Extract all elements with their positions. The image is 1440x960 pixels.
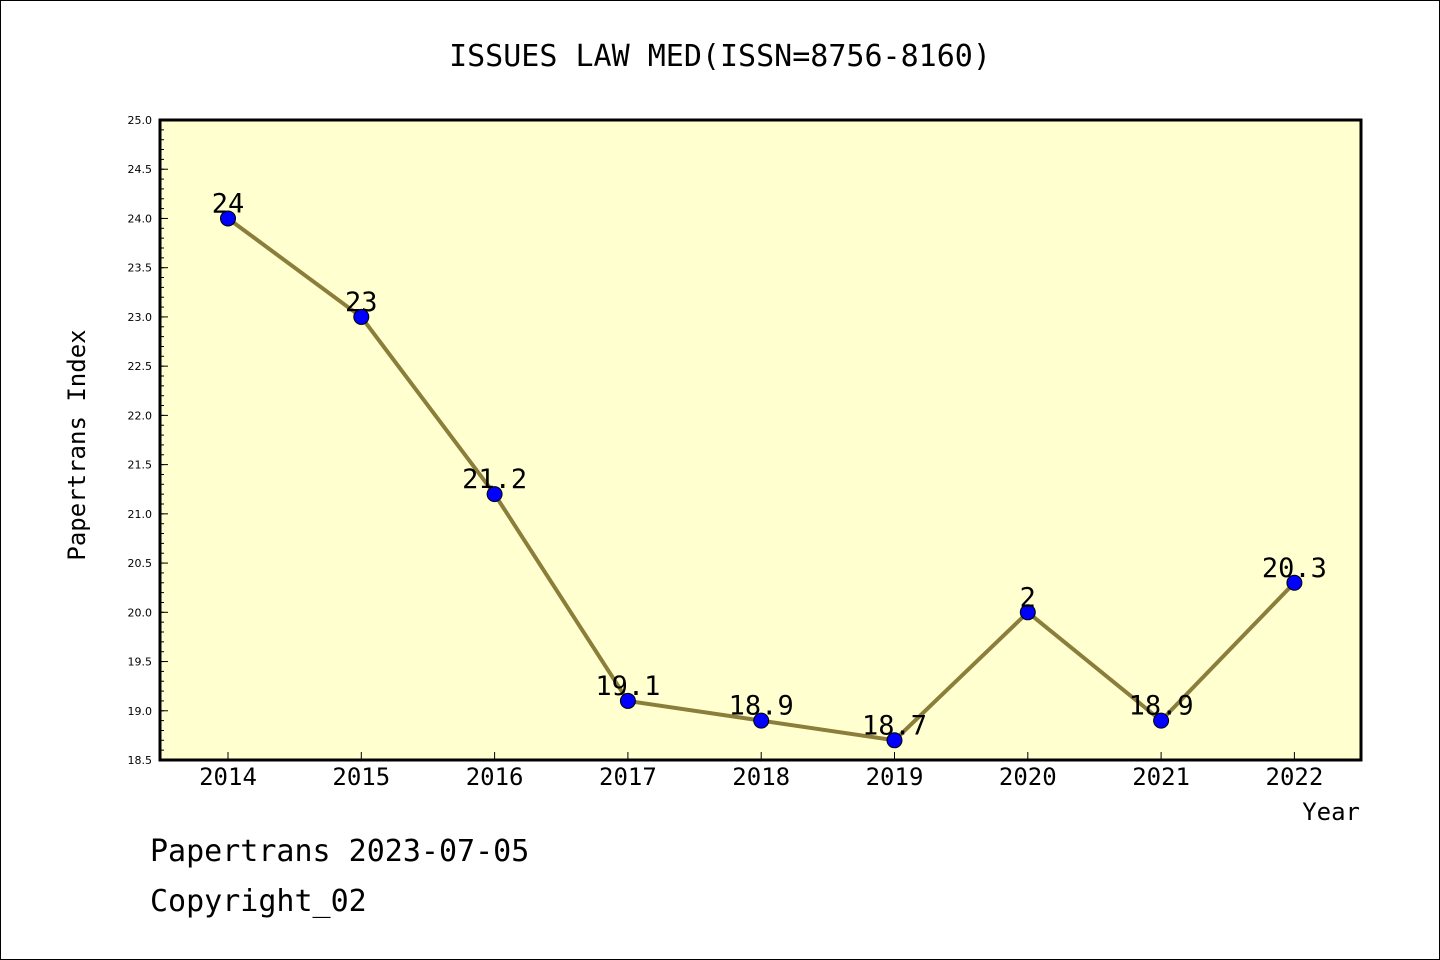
data-label: 24 — [212, 188, 245, 219]
data-label: 18.9 — [729, 691, 794, 722]
data-point — [1153, 712, 1170, 729]
y-tick-label: 23.0 — [128, 311, 153, 324]
x-axis-title: Year — [1302, 798, 1360, 826]
x-tick-label: 2016 — [466, 763, 524, 791]
x-tick-label: 2020 — [999, 763, 1057, 791]
x-tick-label: 2018 — [732, 763, 790, 791]
y-tick-label: 25.0 — [128, 114, 153, 127]
y-tick-label: 23.5 — [128, 262, 153, 275]
x-tick-label: 2017 — [599, 763, 657, 791]
data-label: 21.2 — [462, 464, 527, 495]
x-tick-label: 2019 — [866, 763, 924, 791]
data-label: 18.9 — [1129, 691, 1194, 722]
data-label: 23 — [345, 287, 378, 318]
y-tick-label: 24.5 — [128, 163, 153, 176]
plot-area — [158, 118, 1363, 762]
data-point — [1286, 574, 1303, 591]
y-axis-title: Papertrans Index — [63, 329, 91, 560]
y-tick-label: 19.5 — [128, 656, 153, 669]
data-point — [486, 486, 503, 503]
data-point — [353, 308, 370, 325]
data-point — [753, 712, 770, 729]
data-label: 18.7 — [862, 710, 927, 741]
x-tick-label: 2022 — [1266, 763, 1324, 791]
y-tick-label: 21.5 — [128, 459, 153, 472]
data-label: 20.3 — [1262, 553, 1327, 584]
y-tick-label: 21.0 — [128, 508, 153, 521]
x-tick-label: 2021 — [1132, 763, 1190, 791]
footer-date-text: Papertrans 2023-07-05 — [150, 834, 530, 869]
x-tick-label: 2014 — [199, 763, 257, 791]
data-label: 2 — [1020, 582, 1036, 613]
chart-title: ISSUES LAW MED(ISSN=8756-8160) — [449, 39, 991, 74]
data-point — [886, 732, 903, 749]
data-label: 19.1 — [595, 671, 660, 702]
y-tick-label: 22.5 — [128, 360, 153, 373]
data-point — [220, 210, 236, 227]
footer-copyright-text: Copyright_02 — [150, 884, 367, 919]
x-tick-label: 2015 — [332, 763, 390, 791]
y-tick-label: 18.5 — [128, 754, 153, 767]
y-tick-label: 24.0 — [128, 212, 153, 225]
y-tick-label: 20.5 — [128, 557, 153, 570]
data-point — [1019, 604, 1036, 621]
y-tick-label: 20.0 — [128, 606, 153, 619]
data-point — [619, 692, 636, 709]
y-tick-label: 22.0 — [128, 409, 153, 422]
y-tick-label: 19.0 — [128, 705, 153, 718]
